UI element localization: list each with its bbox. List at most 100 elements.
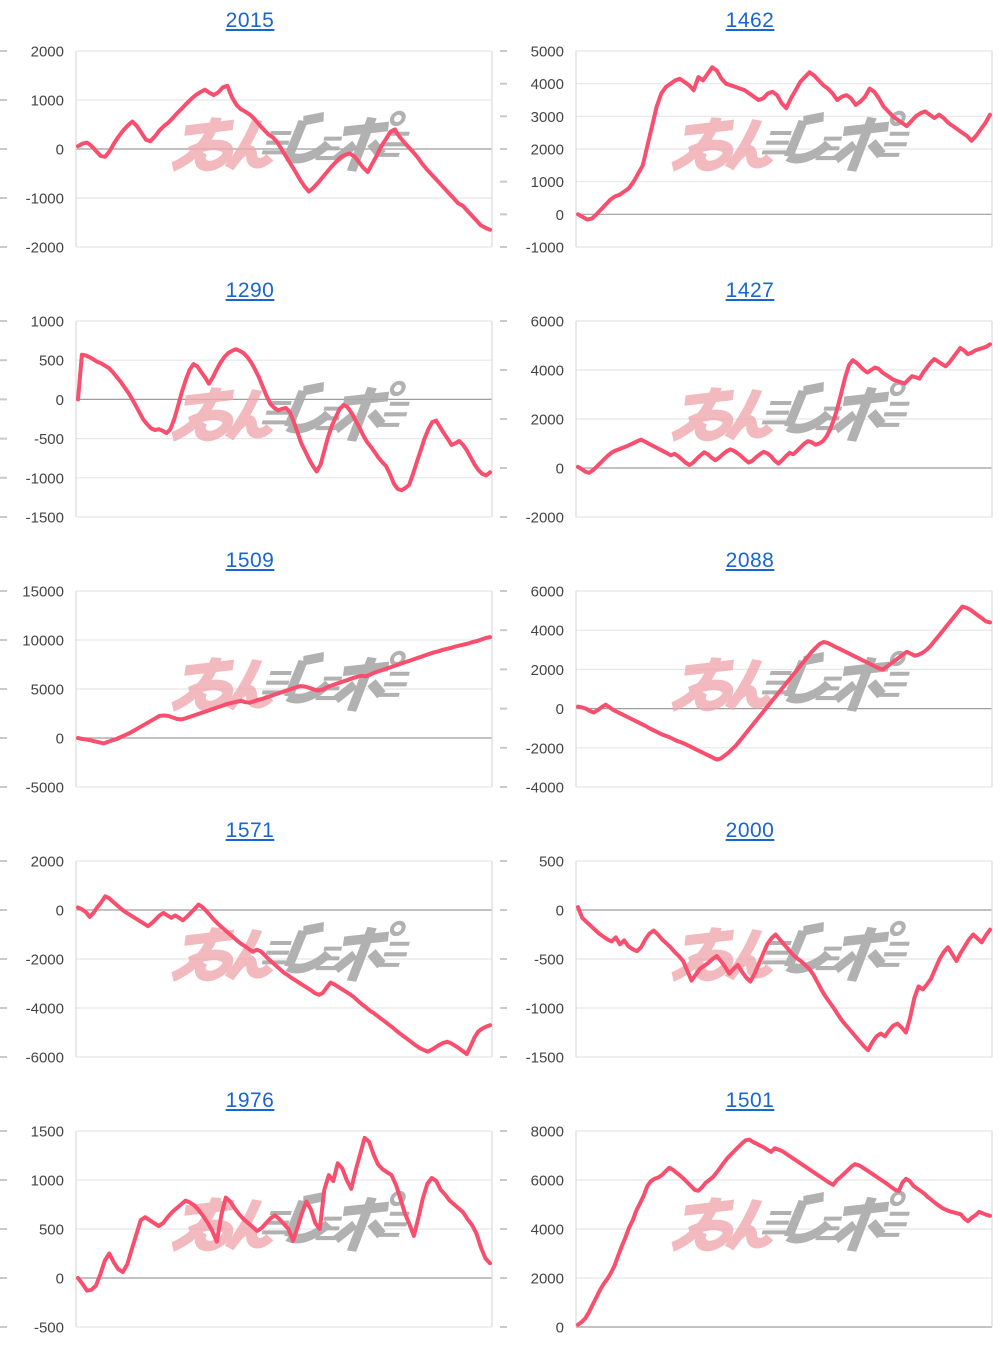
y-axis-tick-label: 5000 [531, 44, 564, 61]
chart-title-link[interactable]: 2015 [225, 9, 275, 32]
watermark-logo [172, 653, 415, 711]
line-chart: 2000 0 -2000 -4000 -6000 [0, 854, 493, 1067]
y-axis-tick-label: 0 [56, 731, 64, 748]
y-axis-tick-label: -500 [534, 952, 564, 969]
chart-title-link[interactable]: 2000 [725, 819, 775, 842]
watermark-logo [672, 383, 915, 441]
watermark-logo [172, 383, 415, 441]
chart-title-row: 1462 [500, 0, 1000, 33]
data-series-line [76, 1135, 492, 1293]
y-axis-tick-label: 2000 [531, 662, 564, 679]
chart-cell: 1509 15000 10000 5000 0 -5000 [0, 540, 500, 810]
chart-title-link[interactable]: 2088 [725, 549, 775, 572]
y-axis-tick-label: -2000 [26, 952, 64, 969]
y-axis-tick-label: -1000 [26, 191, 64, 208]
y-axis-tick-label: 0 [56, 903, 64, 920]
data-series-line [76, 347, 492, 493]
line-chart: 5000 4000 3000 2000 1000 0 -1000 [500, 44, 993, 257]
y-axis-tick-label: 0 [56, 1271, 64, 1288]
y-axis-tick-label: -1000 [526, 1001, 564, 1018]
y-axis-tick-label: 6000 [531, 314, 564, 331]
chart-cell: 2000 500 0 -500 -1000 -1500 [500, 810, 1000, 1080]
chart-cell: 1571 2000 0 -2000 -4000 -6000 [0, 810, 500, 1080]
chart-title-row: 1427 [500, 270, 1000, 303]
y-axis-tick-label: -2000 [26, 240, 64, 257]
data-series-line [576, 342, 992, 475]
y-axis-tick-label: 0 [56, 392, 64, 409]
watermark-logo [172, 113, 415, 171]
y-axis-tick-label: 2000 [531, 1271, 564, 1288]
watermark-logo [672, 653, 915, 711]
chart-title-link[interactable]: 1462 [725, 9, 775, 32]
y-axis-tick-label: -5000 [26, 780, 64, 797]
y-axis-tick-label: 15000 [22, 584, 64, 601]
chart-cell: 1290 1000 500 0 -500 -1000 -1500 [0, 270, 500, 540]
y-axis-tick-label: -2000 [526, 740, 564, 757]
y-axis-tick-label: 6000 [531, 1173, 564, 1190]
chart-title-link[interactable]: 1509 [225, 549, 275, 572]
chart-title-link[interactable]: 1976 [225, 1089, 275, 1112]
data-series-line [576, 65, 992, 222]
watermark-logo [172, 923, 415, 981]
y-axis-tick-label: 4000 [531, 76, 564, 93]
y-axis-tick-label: 1000 [31, 314, 64, 331]
y-axis-tick-label: 0 [556, 1320, 564, 1337]
chart-title-link[interactable]: 1290 [225, 279, 275, 302]
line-chart: 6000 4000 2000 0 -2000 -4000 [500, 584, 993, 797]
y-axis-tick-label: 4000 [531, 623, 564, 640]
chart-title-link[interactable]: 1571 [225, 819, 275, 842]
y-axis-tick-label: 1000 [31, 1173, 64, 1190]
watermark-logo [672, 1193, 915, 1251]
chart-cell: 2088 6000 4000 2000 0 -2000 -4000 [500, 540, 1000, 810]
y-axis-tick-label: 2000 [31, 854, 64, 871]
line-chart: 500 0 -500 -1000 -1500 [500, 854, 993, 1067]
y-axis-tick-label: -1000 [526, 240, 564, 257]
line-chart: 6000 4000 2000 0 -2000 [500, 314, 993, 527]
data-series-line [76, 894, 492, 1057]
chart-title-row: 1501 [500, 1080, 1000, 1113]
y-axis-tick-label: -4000 [26, 1001, 64, 1018]
y-axis-tick-label: 0 [556, 461, 564, 478]
y-axis-tick-label: -2000 [526, 510, 564, 527]
y-axis-tick-label: 3000 [531, 109, 564, 126]
line-chart: 1000 500 0 -500 -1000 -1500 [0, 314, 493, 527]
chart-title-row: 2015 [0, 0, 500, 33]
y-axis-tick-label: 1000 [31, 93, 64, 110]
y-axis-tick-label: -4000 [526, 780, 564, 797]
y-axis-tick-label: 8000 [531, 1124, 564, 1141]
chart-title-link[interactable]: 1427 [725, 279, 775, 302]
y-axis-tick-label: 2000 [31, 44, 64, 61]
data-series-line [576, 604, 992, 762]
chart-cell: 2015 2000 1000 0 -1000 -2000 [0, 0, 500, 270]
y-axis-tick-label: 5000 [31, 682, 64, 699]
line-chart: 8000 6000 4000 2000 0 [500, 1124, 993, 1337]
y-axis-tick-label: 500 [39, 1222, 64, 1239]
chart-title-row: 1509 [0, 540, 500, 573]
line-chart: 1500 1000 500 0 -500 [0, 1124, 493, 1337]
data-series-line [76, 83, 492, 232]
y-axis-tick-label: 10000 [22, 633, 64, 650]
y-axis-tick-label: -500 [34, 431, 64, 448]
y-axis-tick-label: 6000 [531, 584, 564, 601]
chart-title-row: 2088 [500, 540, 1000, 573]
y-axis-tick-label: 500 [539, 854, 564, 871]
y-axis-tick-label: 500 [39, 353, 64, 370]
y-axis-tick-label: -1000 [26, 470, 64, 487]
data-series-line [576, 1137, 992, 1327]
chart-cell: 1976 1500 1000 500 0 -500 [0, 1080, 500, 1350]
y-axis-tick-label: -6000 [26, 1050, 64, 1067]
line-chart: 15000 10000 5000 0 -5000 [0, 584, 493, 797]
y-axis-tick-label: 0 [556, 701, 564, 718]
watermark-logo [672, 113, 915, 171]
chart-title-row: 1571 [0, 810, 500, 843]
y-axis-tick-label: 0 [556, 207, 564, 224]
chart-title-link[interactable]: 1501 [725, 1089, 775, 1112]
y-axis-tick-label: 4000 [531, 1222, 564, 1239]
data-series-line [576, 905, 992, 1053]
y-axis-tick-label: 1500 [31, 1124, 64, 1141]
chart-title-row: 2000 [500, 810, 1000, 843]
chart-title-row: 1976 [0, 1080, 500, 1113]
y-axis-tick-label: 1000 [531, 174, 564, 191]
y-axis-tick-label: -500 [34, 1320, 64, 1337]
